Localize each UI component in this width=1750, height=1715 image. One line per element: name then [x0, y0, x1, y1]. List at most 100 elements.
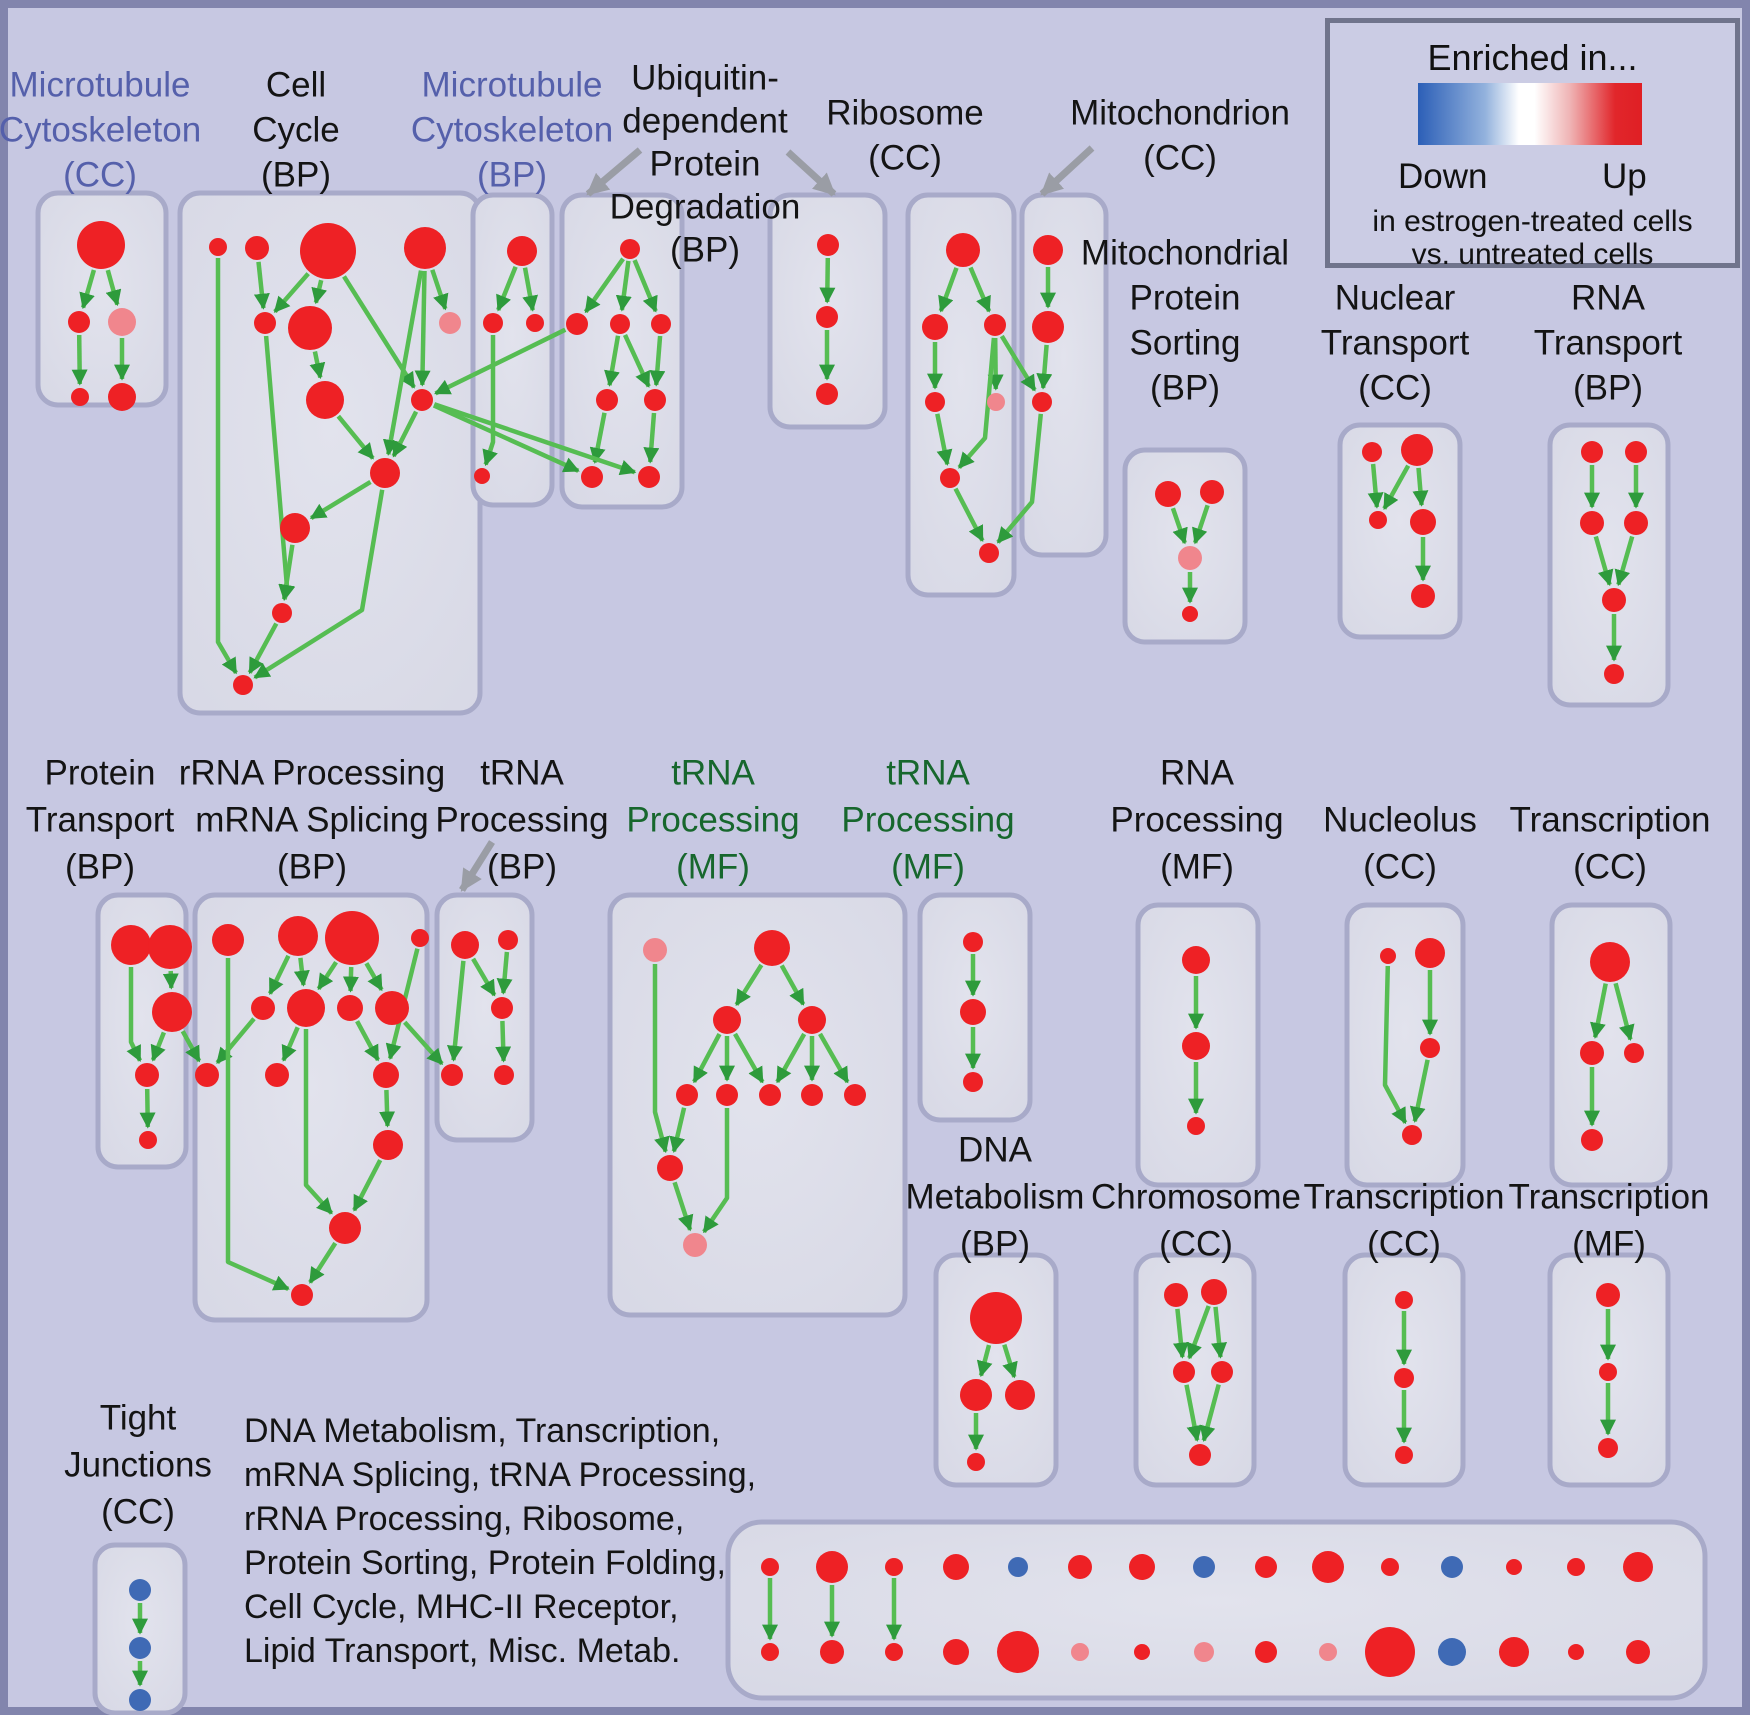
- cluster-misc-node-b14: [1568, 1644, 1584, 1660]
- cluster-rrna-node-C: [325, 911, 379, 965]
- cluster-nt-edge: [1412, 467, 1429, 507]
- cluster-trnamf1-node-f: [657, 1155, 683, 1181]
- cluster-cc-node-h: [306, 381, 344, 419]
- cluster-rrna-node-N: [329, 1212, 361, 1244]
- cross-edge: [434, 327, 567, 396]
- cluster-trnabp-edge: [496, 951, 513, 995]
- cluster-cc-edge: [253, 261, 270, 310]
- cluster-mtcc-node-A: [77, 221, 125, 269]
- label-trcc1: Transcription (CC): [1510, 800, 1711, 886]
- cluster-trcc1-node-mr: [1624, 1043, 1644, 1063]
- label-trmf: Transcription (MF): [1509, 1177, 1710, 1263]
- cluster-rrna-node-O: [291, 1284, 313, 1306]
- cluster-trnamf2-node-n3: [963, 1072, 983, 1092]
- cluster-trnamf1-edge: [775, 1032, 807, 1084]
- cluster-rt-node-cv: [1602, 588, 1626, 612]
- cluster-dnam-node-b: [967, 1453, 985, 1471]
- label-rt: RNA Transport (BP): [1534, 278, 1683, 407]
- cluster-mtcc-edge: [105, 269, 122, 307]
- cluster-trnamf1-node-mR: [798, 1006, 826, 1034]
- cluster-mtcc-node-D: [71, 388, 89, 406]
- cluster-trnabp-node-b1: [441, 1064, 463, 1086]
- cluster-trnabp-node-t1: [451, 931, 479, 959]
- cluster-trcc1-edge: [1590, 983, 1608, 1039]
- cluster-mtcc-box: [35, 190, 169, 408]
- cluster-rt-node-m2: [1624, 511, 1648, 535]
- cluster-chr-edge: [1184, 1384, 1203, 1442]
- cluster-nt-node-ms: [1369, 511, 1387, 529]
- cluster-trnamf1-node-c: [759, 1084, 781, 1106]
- label-nt: Nuclear Transport (CC): [1321, 278, 1470, 407]
- cluster-rrna-node-K: [373, 1062, 399, 1088]
- cluster-nt-edge: [1382, 464, 1411, 510]
- cluster-tj-node-n3: [129, 1689, 151, 1711]
- cluster-cc-node-g: [439, 312, 461, 334]
- cluster-pt-node-n0: [111, 925, 151, 965]
- cluster-trnabp-node-b2: [494, 1065, 514, 1085]
- cluster-trnamf1-node-g: [683, 1233, 707, 1257]
- cluster-mito-node-n3: [1032, 392, 1052, 412]
- cluster-cc-node-j: [370, 458, 400, 488]
- cluster-misc-node-t12: [1441, 1556, 1463, 1578]
- cluster-trnabp-edge: [446, 960, 466, 1062]
- cluster-trnamf1-edge: [818, 1032, 850, 1084]
- cluster-trnabp-edge: [495, 1020, 512, 1063]
- cluster-pt-node-n3: [135, 1063, 159, 1087]
- cluster-chr-edge: [1199, 1384, 1221, 1443]
- cluster-rt-node-t2: [1625, 441, 1647, 463]
- cluster-misc-node-t8: [1193, 1556, 1215, 1578]
- cluster-ub-node-t: [817, 234, 839, 256]
- cluster-rib-edge: [968, 266, 992, 313]
- cluster-ua-node-m3: [651, 314, 671, 334]
- cluster-sort-node-b: [1182, 606, 1198, 622]
- cluster-dnam-edge: [1002, 1344, 1018, 1379]
- cluster-dnam-box: [933, 1252, 1059, 1488]
- labels: Microtubule Cytoskeleton (CC) Cell Cycle (BP)…: [0, 58, 1711, 1670]
- cluster-misc-node-b1: [761, 1643, 779, 1661]
- label-rpmf: RNA Processing (MF): [1110, 753, 1283, 886]
- cluster-rib-edge: [935, 413, 953, 466]
- cluster-trmf-node-n2: [1599, 1363, 1617, 1381]
- label-mtbp: Microtubule Cytoskeleton (BP): [411, 65, 613, 194]
- cluster-rib-node-mR: [984, 314, 1006, 336]
- cluster-misc-node-b4: [943, 1639, 969, 1665]
- cross-edge: [999, 334, 1037, 392]
- cluster-rrna-node-D: [411, 929, 429, 947]
- cluster-trnabp-edge: [471, 957, 497, 997]
- cluster-trnamf1-edge: [669, 1107, 687, 1153]
- cluster-mtbp-node-b: [474, 468, 490, 484]
- label-trnamf2: tRNA Processing (MF): [841, 753, 1014, 886]
- cluster-nuc-node-m: [1420, 1038, 1440, 1058]
- cluster-cc-node-a: [209, 238, 227, 256]
- cluster-nuc-node-s: [1380, 948, 1396, 964]
- cluster-trnabp-node-m: [491, 997, 513, 1019]
- cluster-misc-node-t11: [1381, 1558, 1399, 1576]
- legend-down-label: Down: [1398, 157, 1488, 196]
- cluster-pt-node-n1: [148, 925, 192, 969]
- cluster-rt-node-m1: [1580, 511, 1604, 535]
- cluster-rrna-node-M: [373, 1130, 403, 1160]
- cluster-chr-node-tR: [1201, 1279, 1227, 1305]
- cluster-cc-edge: [309, 351, 326, 380]
- cluster-misc-node-t5: [1008, 1557, 1028, 1577]
- cluster-rib-node-lM: [987, 393, 1005, 411]
- cluster-cc-edge: [278, 544, 295, 601]
- cluster-dnam-node-mL: [960, 1379, 992, 1411]
- cluster-ua-box: [559, 192, 685, 510]
- cluster-chr-box: [1133, 1252, 1257, 1488]
- cluster-misc-node-t10: [1312, 1551, 1344, 1583]
- cluster-pt-edge: [162, 970, 179, 990]
- cluster-cc-node-k: [280, 513, 310, 543]
- cluster-dnam-node-mR: [1005, 1380, 1035, 1410]
- cluster-trnamf1-node-mL: [713, 1006, 741, 1034]
- cluster-nuc-node-L: [1415, 938, 1445, 968]
- cluster-cc-edge: [253, 489, 385, 680]
- cluster-chr-edge: [1172, 1308, 1189, 1359]
- cluster-chr-node-b: [1189, 1444, 1211, 1466]
- gray-pointer-arrow-3: [1039, 145, 1095, 197]
- cluster-rrna-edge: [352, 1159, 383, 1212]
- cluster-ua-edge: [643, 412, 660, 464]
- cluster-trnamf1-edge: [692, 1033, 722, 1084]
